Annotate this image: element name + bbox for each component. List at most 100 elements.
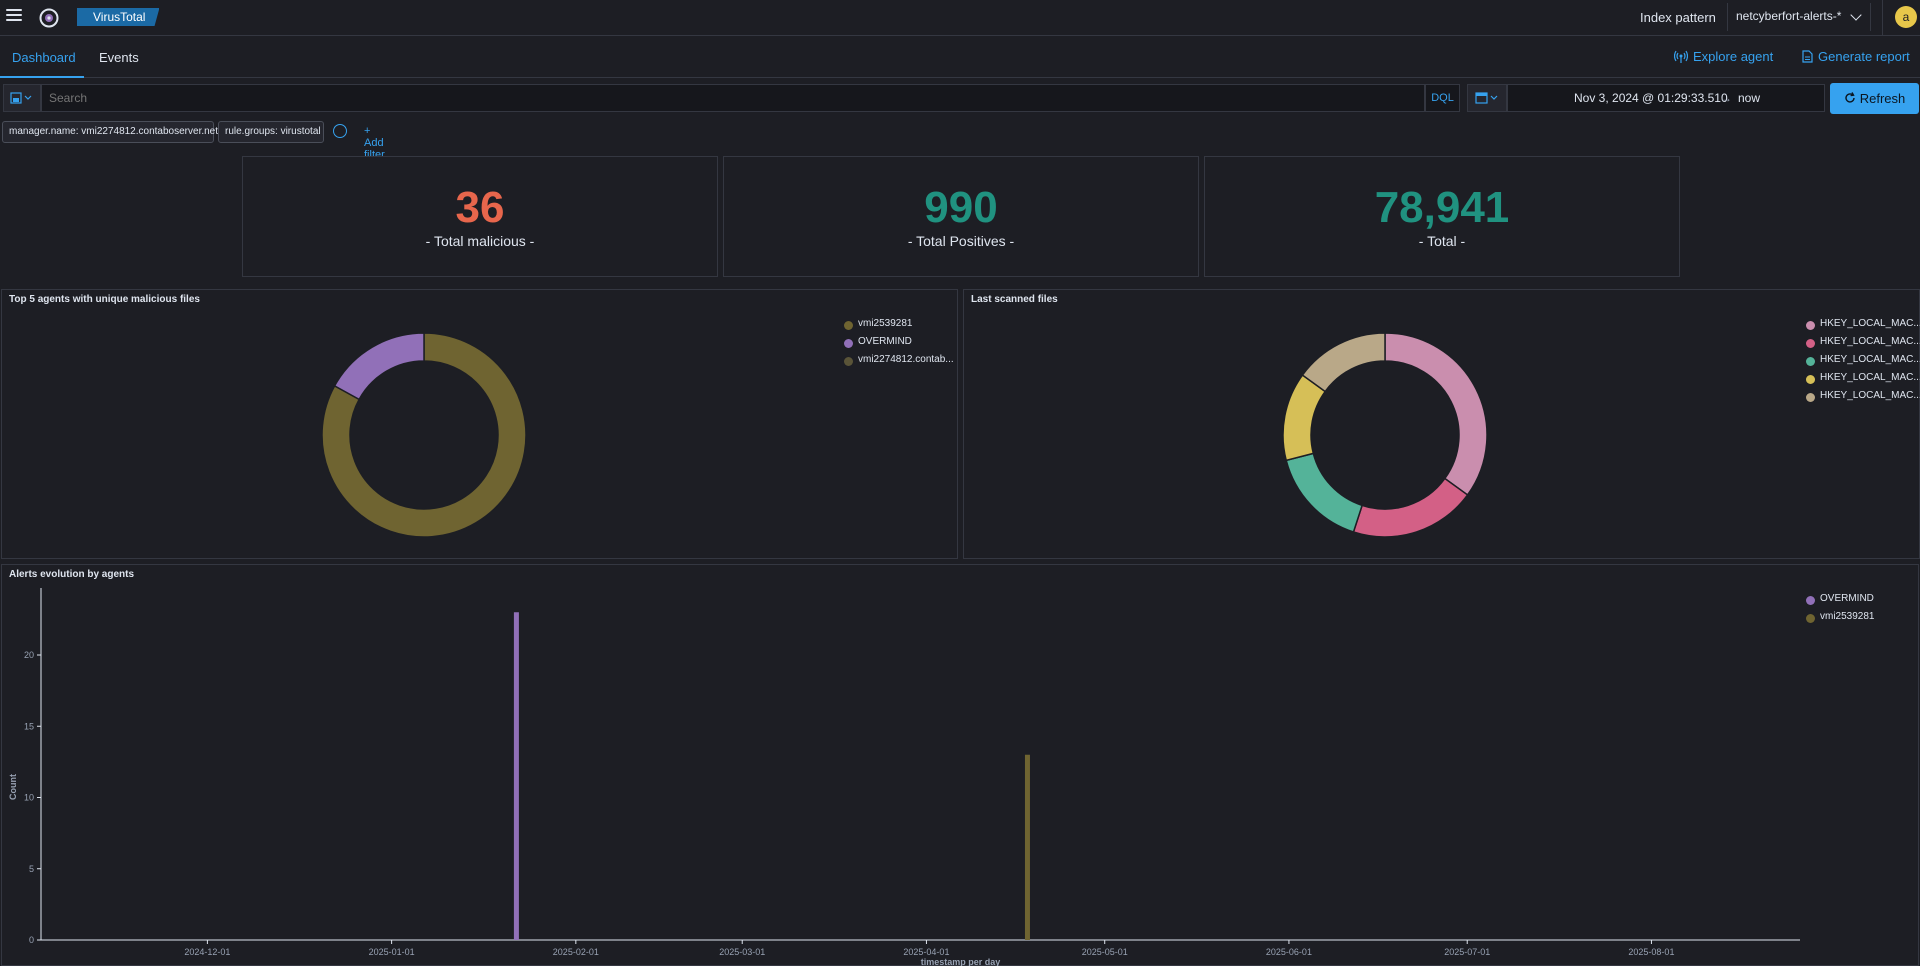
app-logo-icon[interactable] xyxy=(39,8,59,28)
x-tick-label: 2025-06-01 xyxy=(1266,947,1312,957)
legend-label: vmi2274812.contab... xyxy=(858,354,954,365)
menu-icon[interactable] xyxy=(6,9,22,23)
x-axis-title: timestamp per day xyxy=(921,957,1001,966)
tab-events[interactable]: Events xyxy=(99,50,139,65)
legend-label: vmi2539281 xyxy=(858,318,913,329)
legend-dot xyxy=(1806,321,1815,330)
metric-total-malicious: 36 - Total malicious - xyxy=(242,156,718,277)
chevron-down-icon xyxy=(1850,9,1862,21)
legend-label: HKEY_LOCAL_MAC... xyxy=(1820,354,1920,365)
tab-dashboard[interactable]: Dashboard xyxy=(12,50,76,65)
legend-label: HKEY_LOCAL_MAC... xyxy=(1820,372,1920,383)
filter-options-icon[interactable] xyxy=(333,124,347,138)
bar[interactable] xyxy=(513,612,519,940)
legend-dot xyxy=(1806,375,1815,384)
legend-top-agents: vmi2539281 OVERMIND vmi2274812.contab... xyxy=(844,318,954,372)
legend-alerts-evolution: OVERMIND vmi2539281 xyxy=(1806,593,1874,629)
y-tick-label: 10 xyxy=(24,793,34,803)
legend-dot xyxy=(844,357,853,366)
query-language-button[interactable]: DQL xyxy=(1425,84,1460,112)
legend-item[interactable]: OVERMIND xyxy=(1806,593,1874,611)
legend-dot xyxy=(1806,357,1815,366)
metric-total-positives: 990 - Total Positives - xyxy=(723,156,1199,277)
legend-dot xyxy=(1806,393,1815,402)
app-breadcrumb-badge[interactable]: VirusTotal xyxy=(77,8,160,26)
x-tick-label: 2024-12-01 xyxy=(184,947,230,957)
bar-chart-alerts-evolution: 0 5 10 15 20 2024-12-01 2025-01-01 2025-02-01 20… xyxy=(8,588,1800,966)
y-tick-label: 5 xyxy=(29,864,34,874)
metric-value: 36 xyxy=(455,183,505,232)
legend-dot xyxy=(844,339,853,348)
donut-slice[interactable] xyxy=(1352,477,1469,538)
donut-slice[interactable] xyxy=(321,332,527,538)
donut-slice[interactable] xyxy=(1282,373,1327,462)
save-icon xyxy=(10,92,32,104)
metric-value: 990 xyxy=(924,183,998,232)
legend-item[interactable]: vmi2539281 xyxy=(1806,611,1874,629)
refresh-button[interactable]: Refresh xyxy=(1830,83,1919,114)
legend-label: HKEY_LOCAL_MAC... xyxy=(1820,318,1920,329)
legend-last-scanned: HKEY_LOCAL_MAC... HKEY_LOCAL_MAC... HKEY… xyxy=(1806,318,1920,408)
legend-item[interactable]: HKEY_LOCAL_MAC... xyxy=(1806,336,1920,354)
saved-queries-button[interactable] xyxy=(3,84,41,112)
arrow-right-icon: → xyxy=(1720,91,1732,105)
donut-slice[interactable] xyxy=(333,332,425,401)
index-pattern-value: netcyberfort-alerts-* xyxy=(1736,9,1842,23)
legend-item[interactable]: OVERMIND xyxy=(844,336,954,354)
panel-title: Last scanned files xyxy=(971,294,1058,305)
legend-item[interactable]: HKEY_LOCAL_MAC... xyxy=(1806,372,1920,390)
x-tick-label: 2025-04-01 xyxy=(903,947,949,957)
document-icon xyxy=(1802,50,1813,63)
donut-slice[interactable] xyxy=(1384,332,1488,497)
legend-label: OVERMIND xyxy=(858,336,912,347)
legend-label: HKEY_LOCAL_MAC... xyxy=(1820,336,1920,347)
y-axis-title: Count xyxy=(8,774,18,800)
filter-pill-manager[interactable]: manager.name: vmi2274812.contaboserver.n… xyxy=(2,121,218,143)
legend-label: vmi2539281 xyxy=(1820,611,1875,622)
date-range-picker: Nov 3, 2024 @ 01:29:33.510 → now xyxy=(1507,84,1825,112)
legend-item[interactable]: vmi2539281 xyxy=(844,318,954,336)
y-tick-label: 20 xyxy=(24,650,34,660)
x-tick-label: 2025-05-01 xyxy=(1082,947,1128,957)
metric-label: - Total - xyxy=(1418,233,1466,249)
legend-dot xyxy=(1806,614,1815,623)
calendar-icon xyxy=(1475,92,1498,104)
donut-slice[interactable] xyxy=(1285,452,1364,533)
index-pattern-select[interactable]: netcyberfort-alerts-* xyxy=(1727,3,1871,31)
donut-slice[interactable] xyxy=(1301,332,1386,393)
divider xyxy=(1882,0,1883,36)
y-tick-label: 15 xyxy=(24,721,34,731)
panel-top-agents: Top 5 agents with unique malicious files… xyxy=(1,289,958,559)
metric-total: 78,941 - Total - xyxy=(1204,156,1680,277)
refresh-label: Refresh xyxy=(1859,91,1906,106)
legend-dot xyxy=(1806,596,1815,605)
query-bar: DQL Nov 3, 2024 @ 01:29:33.510 → now Ref… xyxy=(0,83,1920,114)
metric-value: 78,941 xyxy=(1374,183,1510,232)
y-tick-label: 0 xyxy=(29,935,34,945)
date-quick-select-button[interactable] xyxy=(1467,84,1507,112)
x-tick-label: 2025-08-01 xyxy=(1628,947,1674,957)
panel-title: Alerts evolution by agents xyxy=(9,569,135,580)
user-avatar[interactable]: a xyxy=(1895,6,1917,28)
date-end[interactable]: now xyxy=(1738,91,1761,105)
panel-alerts-evolution: Alerts evolution by agents 0 5 10 15 20 2024-… xyxy=(1,564,1919,966)
legend-item[interactable]: HKEY_LOCAL_MAC... xyxy=(1806,318,1920,336)
metric-label: - Total malicious - xyxy=(425,233,535,249)
legend-item[interactable]: HKEY_LOCAL_MAC... xyxy=(1806,390,1920,408)
search-input[interactable] xyxy=(41,84,1425,112)
date-start[interactable]: Nov 3, 2024 @ 01:29:33.510 xyxy=(1574,91,1728,105)
metric-label: - Total Positives - xyxy=(907,233,1015,249)
legend-dot xyxy=(1806,339,1815,348)
bar[interactable] xyxy=(1024,754,1030,940)
panel-last-scanned: Last scanned files HKEY_LOCAL_MAC... HKE… xyxy=(963,289,1920,559)
index-pattern-label: Index pattern xyxy=(1640,10,1716,25)
explore-agent-button[interactable]: Explore agent xyxy=(1673,49,1773,64)
broadcast-icon xyxy=(1673,50,1689,63)
x-tick-label: 2025-03-01 xyxy=(719,947,765,957)
legend-item[interactable]: HKEY_LOCAL_MAC... xyxy=(1806,354,1920,372)
active-tab-indicator xyxy=(0,76,84,78)
filter-pill-rule-groups[interactable]: rule.groups: virustotal xyxy=(218,121,324,143)
legend-item[interactable]: vmi2274812.contab... xyxy=(844,354,954,372)
generate-report-button[interactable]: Generate report xyxy=(1802,49,1910,64)
legend-dot xyxy=(844,321,853,330)
